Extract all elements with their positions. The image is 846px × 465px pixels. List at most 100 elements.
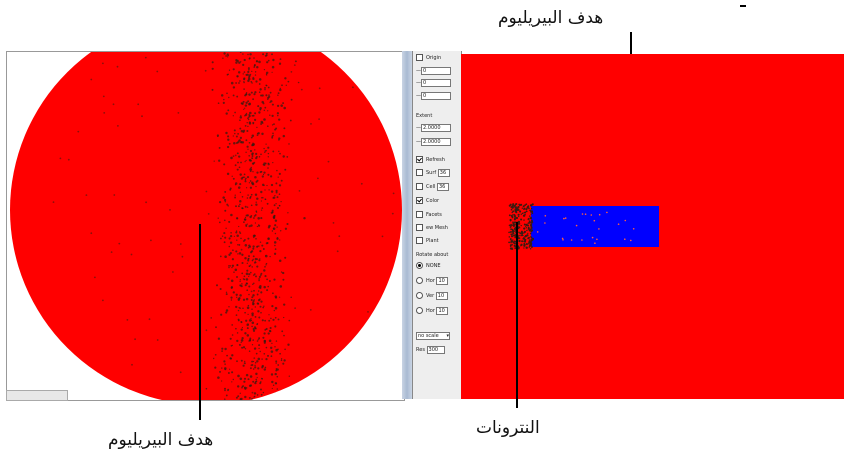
particle bbox=[246, 289, 249, 292]
splitter-bar[interactable] bbox=[402, 51, 412, 399]
facets-checkbox[interactable] bbox=[416, 211, 423, 218]
rot-hor2-field[interactable]: 10 bbox=[436, 306, 449, 315]
neutron-particle bbox=[530, 236, 533, 239]
particle bbox=[67, 158, 70, 161]
rot-ver-field[interactable]: 10 bbox=[435, 291, 448, 300]
particle bbox=[239, 80, 241, 82]
particle bbox=[252, 368, 255, 370]
particle bbox=[274, 194, 276, 197]
particle bbox=[257, 357, 261, 361]
particle bbox=[282, 102, 285, 105]
extent-x-field[interactable]: 2.0000 bbox=[421, 123, 451, 132]
particle bbox=[251, 181, 254, 185]
rot-hor-radio[interactable] bbox=[416, 277, 423, 284]
particle bbox=[241, 337, 244, 340]
particle bbox=[232, 115, 234, 117]
color-checkbox[interactable] bbox=[416, 197, 423, 204]
chevron-down-icon: ▾ bbox=[446, 332, 449, 339]
particle bbox=[244, 348, 247, 350]
particle bbox=[278, 296, 281, 298]
particle bbox=[234, 194, 236, 196]
origin-z-field[interactable]: 0 bbox=[421, 91, 451, 100]
particle bbox=[264, 86, 266, 89]
neutron-particle bbox=[512, 206, 515, 209]
cell-field[interactable]: 36 bbox=[436, 182, 449, 191]
rot-ver-radio[interactable] bbox=[416, 292, 423, 299]
particle bbox=[278, 150, 280, 153]
particle bbox=[288, 143, 290, 145]
cross-section-viewport[interactable] bbox=[6, 51, 405, 401]
particle bbox=[134, 338, 136, 341]
refresh-checkbox[interactable] bbox=[416, 156, 423, 163]
particle bbox=[300, 88, 303, 91]
particle bbox=[280, 104, 283, 107]
particle bbox=[279, 352, 281, 355]
particle bbox=[254, 260, 256, 262]
particle bbox=[265, 346, 268, 349]
particle bbox=[240, 321, 242, 323]
particle bbox=[237, 374, 240, 378]
particle bbox=[249, 195, 252, 198]
particle bbox=[392, 192, 395, 195]
particle bbox=[237, 71, 241, 74]
neutron-particle bbox=[598, 228, 600, 230]
particle bbox=[245, 373, 249, 377]
particle bbox=[273, 252, 277, 255]
refresh-label: Refresh bbox=[426, 156, 445, 163]
particle bbox=[280, 271, 283, 273]
particle bbox=[245, 139, 248, 142]
particle bbox=[254, 366, 257, 369]
particle bbox=[263, 147, 265, 150]
scale-select[interactable]: no scale ▾ bbox=[416, 331, 450, 340]
neutron-particle bbox=[523, 207, 526, 210]
particle bbox=[224, 255, 227, 258]
surf-checkbox[interactable] bbox=[416, 169, 423, 176]
particle bbox=[145, 201, 148, 204]
particle bbox=[253, 299, 255, 301]
neutron-particle bbox=[523, 247, 525, 249]
surf-field[interactable]: 36 bbox=[437, 168, 450, 177]
extent-y-field[interactable]: 2.0000 bbox=[421, 137, 451, 146]
particle bbox=[254, 193, 258, 196]
particle bbox=[260, 123, 263, 125]
particle bbox=[260, 311, 262, 314]
particle bbox=[233, 271, 235, 273]
res-field[interactable]: 300 bbox=[426, 345, 445, 354]
particle bbox=[273, 278, 276, 281]
particle bbox=[256, 60, 258, 62]
particle bbox=[283, 303, 286, 306]
origin-y-field[interactable]: 0 bbox=[421, 78, 451, 87]
particle bbox=[276, 169, 278, 172]
particle bbox=[279, 230, 282, 232]
particle bbox=[251, 259, 254, 262]
rot-none-radio[interactable] bbox=[416, 262, 423, 269]
particle bbox=[254, 257, 257, 261]
particle bbox=[248, 245, 252, 248]
rot-hor-field[interactable]: 10 bbox=[436, 276, 449, 285]
particle bbox=[371, 338, 374, 341]
particle bbox=[263, 118, 266, 121]
particle bbox=[246, 214, 249, 217]
neutron-particle bbox=[517, 213, 520, 216]
particle bbox=[247, 194, 249, 196]
plane-checkbox[interactable] bbox=[416, 237, 423, 244]
neutron-particle bbox=[524, 211, 527, 214]
particle bbox=[85, 194, 88, 197]
particle bbox=[254, 364, 256, 367]
particle bbox=[218, 146, 221, 149]
mesh-checkbox[interactable] bbox=[416, 224, 423, 231]
cell-checkbox[interactable] bbox=[416, 183, 423, 190]
particle bbox=[251, 155, 254, 157]
origin-checkbox[interactable] bbox=[416, 54, 423, 61]
neutron-particle bbox=[525, 227, 528, 229]
neutron-particle bbox=[531, 212, 534, 214]
rot-hor2-radio[interactable] bbox=[416, 307, 423, 314]
particle bbox=[211, 61, 214, 64]
particle bbox=[232, 249, 234, 252]
neutron-particle bbox=[590, 214, 593, 216]
origin-x-field[interactable]: 0 bbox=[421, 66, 451, 75]
particle bbox=[237, 161, 239, 164]
particle bbox=[113, 194, 116, 196]
particle bbox=[272, 134, 275, 137]
horizontal-scrollbar[interactable] bbox=[6, 390, 68, 401]
